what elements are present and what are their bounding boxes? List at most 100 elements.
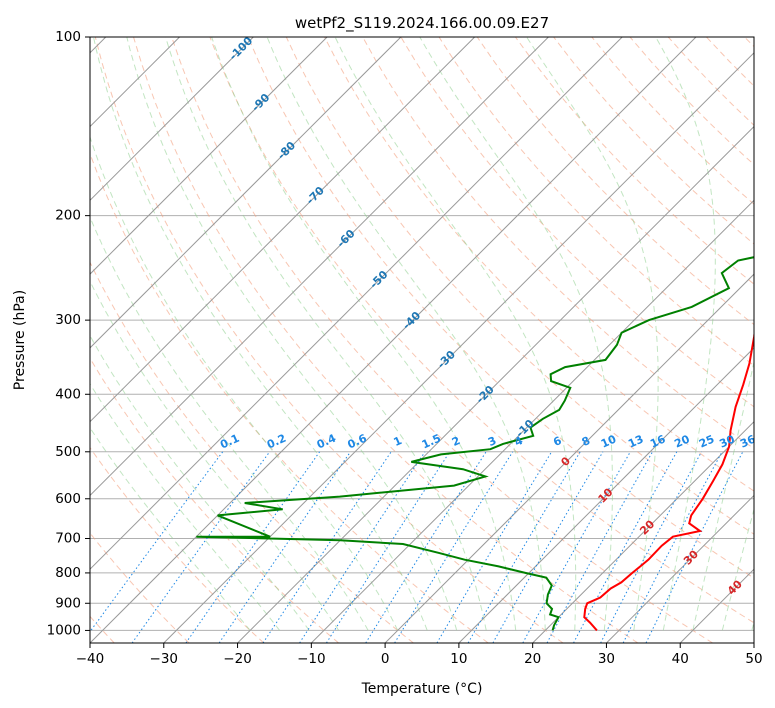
y-tick-label: 100 xyxy=(55,29,81,45)
temperature-line xyxy=(583,329,754,632)
mixing-ratio-line xyxy=(262,451,392,643)
isotherms xyxy=(90,37,754,643)
moist-adiabat xyxy=(692,359,754,631)
y-tick-label: 200 xyxy=(55,208,81,224)
moist-adiabat xyxy=(211,37,517,631)
isotherm xyxy=(310,199,754,643)
dry-adiabat xyxy=(90,532,190,643)
dry-adiabat xyxy=(171,37,713,643)
dry-adiabat xyxy=(706,37,754,87)
mixing-ratio-line xyxy=(185,451,321,643)
mixing-ratio-line xyxy=(600,451,702,643)
dry-adiabat xyxy=(438,37,754,367)
moist-adiabat xyxy=(90,382,280,631)
dry-adiabat xyxy=(133,37,639,643)
mixing-ratio-label: 16 xyxy=(648,432,668,450)
moist-adiabat xyxy=(266,37,546,631)
mixing-ratio-line xyxy=(299,451,426,643)
mixing-ratio-label: 2 xyxy=(450,434,462,449)
dry-adiabat xyxy=(209,37,754,624)
x-tick-label: −40 xyxy=(76,651,105,667)
mixing-ratio-line xyxy=(436,451,553,643)
y-tick-label: 800 xyxy=(55,565,81,581)
dry-adiabat xyxy=(324,37,754,492)
isotherm xyxy=(237,125,754,643)
x-axis-label: Temperature (°C) xyxy=(361,681,483,697)
x-tick-label: 0 xyxy=(381,651,390,667)
isotherm xyxy=(90,37,402,349)
x-axis: −40 −30 −20 −10 0 10 20 30 40 50 xyxy=(76,643,763,667)
plot-frame xyxy=(89,36,755,644)
isotherm xyxy=(458,347,754,643)
mixing-ratio-label: 25 xyxy=(697,432,716,450)
dry-adiabat xyxy=(285,37,754,535)
mixing-ratio-line xyxy=(573,451,678,643)
dry-adiabat xyxy=(553,37,754,245)
isotherm xyxy=(90,37,476,423)
dry-adiabat xyxy=(667,37,754,126)
y-tick-label: 400 xyxy=(55,386,81,402)
mixing-ratio-label: 30 xyxy=(717,432,737,450)
moist-adiabat xyxy=(334,37,577,631)
isotherm xyxy=(90,37,623,570)
plot-area: -100-90-80-70-60-50-40-30-20-10010203040… xyxy=(90,37,758,643)
dry-adiabat xyxy=(476,37,754,326)
isotherm xyxy=(90,37,549,497)
mixing-ratio-line xyxy=(546,451,653,643)
isotherm xyxy=(606,494,754,643)
mixing-ratio-label: 36 xyxy=(738,432,758,450)
sounding-series xyxy=(196,256,754,632)
moist-adiabat xyxy=(165,37,487,631)
isotherm xyxy=(532,420,754,643)
x-tick-label: 50 xyxy=(745,651,762,667)
moist-adiabat xyxy=(751,620,754,631)
y-tick-label: 300 xyxy=(55,312,81,328)
dry-adiabat xyxy=(90,357,339,643)
mixing-ratio-line xyxy=(365,451,487,643)
moist-adiabat xyxy=(90,280,340,631)
mixing-ratio-label: 1.5 xyxy=(420,432,443,452)
mixing-ratio-label: 10 xyxy=(599,432,619,450)
x-tick-label: −30 xyxy=(150,651,179,667)
x-tick-label: 20 xyxy=(524,651,541,667)
y-axis-label: Pressure (hPa) xyxy=(12,290,28,390)
y-tick-label: 500 xyxy=(55,444,81,460)
mixing-ratio-line xyxy=(218,451,351,643)
moist-adiabat xyxy=(126,37,458,631)
dry-adiabat xyxy=(90,261,414,643)
reference-line-labels: -100-90-80-70-60-50-40-30-20-10010203040… xyxy=(218,37,758,598)
y-tick-label: 600 xyxy=(55,491,81,507)
isotherm xyxy=(90,37,254,202)
moist-adiabats xyxy=(90,37,754,631)
mixing-ratio-line xyxy=(645,451,744,643)
moist-adiabat xyxy=(721,507,754,631)
moist-adiabat xyxy=(526,37,659,631)
moist-adiabat xyxy=(90,215,369,631)
dry-adiabats xyxy=(90,37,754,643)
y-tick-label: 1000 xyxy=(47,622,81,638)
moist-adiabat xyxy=(93,37,428,631)
moist-adiabat xyxy=(90,334,310,631)
x-tick-label: −20 xyxy=(223,651,252,667)
dry-adiabat xyxy=(90,446,265,643)
dry-adiabat xyxy=(362,37,754,450)
chart-title: wetPf2_S119.2024.166.00.09.E27 xyxy=(295,14,549,33)
isotherm xyxy=(163,52,754,643)
mixing-ratio-label: 13 xyxy=(626,432,645,450)
isotherm xyxy=(90,37,328,275)
y-tick-label: 900 xyxy=(55,595,81,611)
mixing-ratio-line xyxy=(90,451,224,633)
mixing-ratio-line xyxy=(522,451,631,643)
isotherm xyxy=(753,642,754,643)
dry-adiabat xyxy=(744,37,754,48)
mixing-ratio-line xyxy=(325,451,451,643)
x-tick-label: 40 xyxy=(672,651,689,667)
x-tick-label: 10 xyxy=(450,651,467,667)
isotherm xyxy=(384,273,754,643)
isotherm xyxy=(90,37,697,643)
mixing-ratio-line xyxy=(131,451,271,643)
mixing-ratio-label: 20 xyxy=(672,432,692,450)
pressure-gridlines xyxy=(90,37,754,631)
moist-adiabat xyxy=(419,37,613,631)
